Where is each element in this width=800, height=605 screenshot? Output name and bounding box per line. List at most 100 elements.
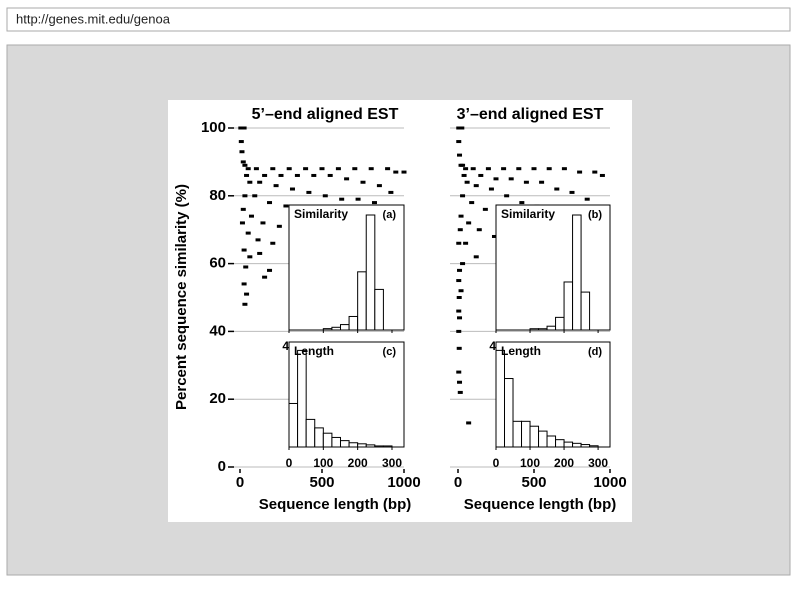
point <box>385 167 391 171</box>
point <box>577 170 583 174</box>
bar <box>348 315 359 331</box>
point <box>276 224 282 228</box>
point <box>241 126 247 130</box>
panel-title: 3’–end aligned EST <box>457 106 604 123</box>
point <box>457 390 463 394</box>
point <box>457 153 463 157</box>
point <box>286 167 292 171</box>
point <box>257 180 263 184</box>
y-axis-label: Percent sequence similarity (%) <box>173 184 190 410</box>
y-tick-label: 100 <box>201 119 226 136</box>
bar <box>563 281 574 331</box>
bar <box>563 441 574 448</box>
address-bar[interactable] <box>6 7 791 32</box>
y-tick-label: 60 <box>209 255 226 272</box>
point <box>247 255 253 259</box>
x-tick-label: 200 <box>348 456 368 470</box>
point <box>368 167 374 171</box>
point <box>592 170 598 174</box>
point <box>569 190 575 194</box>
point <box>466 421 472 425</box>
point <box>319 167 325 171</box>
point <box>255 238 261 242</box>
inset-label: (b) <box>588 209 602 221</box>
point <box>456 309 462 313</box>
point <box>456 346 462 350</box>
x-tick-label: 100 <box>313 456 333 470</box>
y-tick-label: 80 <box>209 187 226 204</box>
point <box>531 167 537 171</box>
bar <box>589 445 599 448</box>
point <box>322 194 328 198</box>
point <box>457 268 463 272</box>
point <box>371 201 377 205</box>
point <box>335 167 341 171</box>
bar <box>529 328 540 331</box>
bar <box>580 444 591 448</box>
point <box>239 221 245 225</box>
point <box>260 221 266 225</box>
point <box>360 180 366 184</box>
x-tick-label: 0 <box>454 474 462 491</box>
point <box>488 187 494 191</box>
inset-label: (d) <box>588 346 602 358</box>
point <box>306 190 312 194</box>
inset-title: Similarity <box>294 207 348 221</box>
point <box>473 184 479 188</box>
x-tick-label: 1000 <box>387 474 420 491</box>
bar <box>339 440 350 448</box>
bar <box>555 439 565 448</box>
y-tick-label: 40 <box>209 322 226 339</box>
point <box>270 167 276 171</box>
x-tick-label: 500 <box>309 474 334 491</box>
point <box>546 167 552 171</box>
point <box>257 251 263 255</box>
x-tick-label: 0 <box>236 474 244 491</box>
point <box>504 194 510 198</box>
bar <box>357 271 367 331</box>
bar <box>538 430 548 448</box>
point <box>456 241 462 245</box>
point <box>491 234 497 238</box>
point <box>247 180 253 184</box>
point <box>458 214 464 218</box>
bar <box>572 214 582 331</box>
point <box>457 316 463 320</box>
point <box>460 262 466 266</box>
bar <box>546 325 557 331</box>
x-tick-label: 300 <box>382 456 402 470</box>
point <box>267 201 273 205</box>
point <box>240 160 246 164</box>
point <box>262 275 268 279</box>
point <box>248 214 254 218</box>
point <box>327 173 333 177</box>
bar <box>365 444 376 448</box>
point <box>516 167 522 171</box>
point <box>278 173 284 177</box>
point <box>388 190 394 194</box>
bar <box>374 288 384 331</box>
point <box>294 173 300 177</box>
point <box>267 268 273 272</box>
point <box>519 201 525 205</box>
bar <box>305 418 316 448</box>
bar <box>331 436 341 448</box>
bar <box>580 291 591 331</box>
bar <box>529 425 540 448</box>
bar <box>357 443 367 448</box>
point <box>470 167 476 171</box>
point <box>469 201 475 205</box>
inset-label: (c) <box>383 346 397 358</box>
point <box>344 177 350 181</box>
point <box>476 228 482 232</box>
point <box>239 150 245 154</box>
point <box>311 173 317 177</box>
point <box>493 177 499 181</box>
point <box>456 370 462 374</box>
point <box>303 167 309 171</box>
point <box>245 167 251 171</box>
point <box>508 177 514 181</box>
inset-title: Length <box>294 344 334 358</box>
point <box>539 180 545 184</box>
bar <box>322 432 333 448</box>
